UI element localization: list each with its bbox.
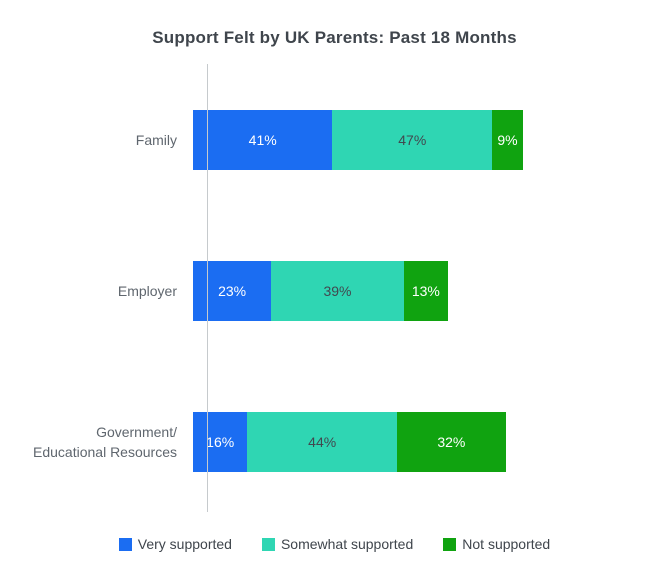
legend-label: Somewhat supported xyxy=(280,536,414,552)
bar-segment-somewhat-supported: 44% xyxy=(247,412,397,472)
chart-rows: Family 41% 47% 9% Employer 23% 39% 13% Governmen… xyxy=(0,110,669,472)
legend-label: Not supported xyxy=(462,536,551,552)
legend-swatch-very-supported xyxy=(118,537,132,551)
legend-swatch-somewhat-supported xyxy=(261,537,275,551)
legend-item-not-supported: Not supported xyxy=(443,536,550,552)
chart-title: Support Felt by UK Parents: Past 18 Mont… xyxy=(152,28,517,47)
bar-segment-very-supported: 16% xyxy=(193,412,248,472)
y-axis-line xyxy=(207,64,208,512)
legend-item-very-supported: Very supported xyxy=(118,536,232,552)
bar-segment-very-supported: 23% xyxy=(193,261,272,321)
legend-item-somewhat-supported: Somewhat supported xyxy=(261,536,414,552)
stacked-bar: 16% 44% 32% xyxy=(193,412,506,472)
chart-row-family: Family 41% 47% 9% xyxy=(0,110,669,170)
bar-segment-somewhat-supported: 47% xyxy=(332,110,493,170)
stacked-bar: 23% 39% 13% xyxy=(193,261,448,321)
category-label: Employer xyxy=(117,282,177,299)
category-label: Family xyxy=(135,131,177,148)
category-label: Government/ Educational Resources xyxy=(33,423,177,460)
bar-segment-not-supported: 9% xyxy=(492,110,523,170)
chart-legend: Very supported Somewhat supported Not supp… xyxy=(0,536,669,552)
chart-row-employer: Employer 23% 39% 13% xyxy=(0,261,669,321)
bar-segment-not-supported: 32% xyxy=(396,412,506,472)
chart-row-government-: Government/ Educational Resources 16% 44% 3… xyxy=(0,412,669,472)
legend-label: Very supported xyxy=(137,536,232,552)
bar-segment-somewhat-supported: 39% xyxy=(271,261,404,321)
legend-swatch-not-supported xyxy=(443,537,457,551)
bar-segment-not-supported: 13% xyxy=(403,261,448,321)
bar-segment-very-supported: 41% xyxy=(193,110,333,170)
stacked-bar: 41% 47% 9% xyxy=(193,110,523,170)
bar-chart: Family 41% 47% 9% Employer 23% 39% 13% Governmen… xyxy=(0,64,669,512)
